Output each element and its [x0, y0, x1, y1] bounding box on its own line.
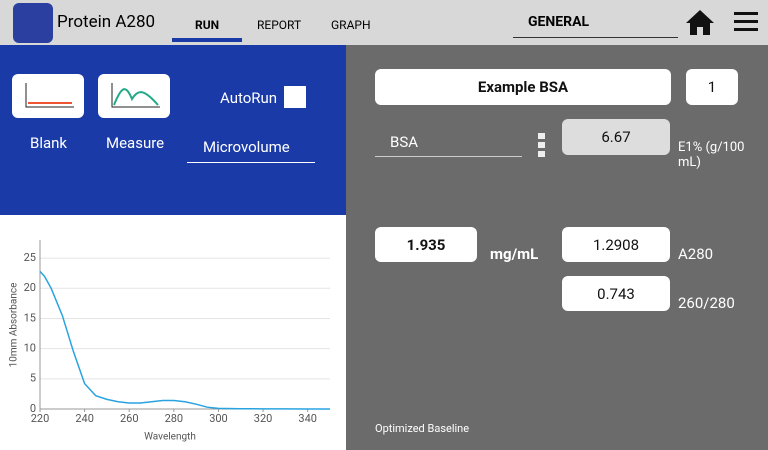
y-tick-label: 5 — [30, 372, 36, 385]
y-tick-label: 15 — [24, 311, 36, 324]
y-tick-label: 25 — [24, 251, 36, 264]
x-axis-title: Wavelength — [144, 432, 196, 443]
measure-label: Measure — [106, 134, 165, 152]
sample-name[interactable]: Example BSA — [375, 69, 671, 105]
measure-button[interactable] — [98, 74, 170, 118]
x-tick-label: 340 — [298, 412, 317, 425]
home-icon[interactable] — [684, 8, 716, 36]
dropdown-line — [187, 162, 315, 163]
e1-value[interactable]: 6.67 — [562, 119, 670, 155]
ratio-label: 260/280 — [678, 294, 735, 312]
tab[interactable]: RUN — [195, 18, 220, 32]
tab-indicator — [172, 38, 242, 42]
e1-label: E1% (g/100 mL) — [678, 140, 745, 170]
protein-dropdown[interactable]: BSA — [390, 133, 419, 151]
blank-button[interactable] — [12, 74, 84, 118]
data-line — [39, 270, 330, 410]
a280-label: A280 — [678, 245, 714, 263]
x-tick-label: 260 — [120, 412, 139, 425]
tab[interactable]: REPORT — [257, 18, 302, 32]
dropdown-line — [375, 156, 522, 157]
autorun-checkbox[interactable] — [284, 86, 306, 108]
volume-dropdown[interactable]: Microvolume — [203, 138, 290, 156]
footer-note: Optimized Baseline — [375, 422, 470, 435]
more-icon[interactable] — [538, 133, 545, 157]
y-tick-label: 10 — [24, 342, 36, 355]
y-tick-label: 20 — [24, 281, 36, 294]
x-tick-label: 220 — [31, 412, 50, 425]
sample-count[interactable]: 1 — [686, 69, 738, 105]
menu-icon[interactable] — [734, 11, 758, 33]
ratio-value: 0.743 — [562, 276, 670, 311]
chart: Wavelength 10mm Absorbance 0 5 10 15 20 25 220… — [0, 215, 346, 450]
tab[interactable]: GRAPH — [331, 18, 371, 32]
x-tick-label: 280 — [165, 412, 184, 425]
app-title: Protein A280 — [57, 12, 156, 32]
y-axis-title: 10mm Absorbance — [9, 283, 20, 368]
a280-value: 1.2908 — [562, 227, 670, 262]
x-tick-label: 300 — [209, 412, 228, 425]
x-tick-label: 320 — [254, 412, 273, 425]
blank-label: Blank — [30, 134, 68, 152]
autorun-label: AutoRun — [220, 89, 278, 107]
dropdown-line — [513, 37, 678, 38]
concentration-unit: mg/mL — [490, 245, 539, 263]
y-tick-label: 0 — [30, 402, 36, 415]
x-tick-label: 240 — [75, 412, 94, 425]
mode-dropdown[interactable]: GENERAL — [528, 14, 590, 30]
control-panel — [0, 45, 346, 215]
app-logo[interactable] — [13, 3, 53, 43]
concentration: 1.935 — [375, 227, 477, 262]
